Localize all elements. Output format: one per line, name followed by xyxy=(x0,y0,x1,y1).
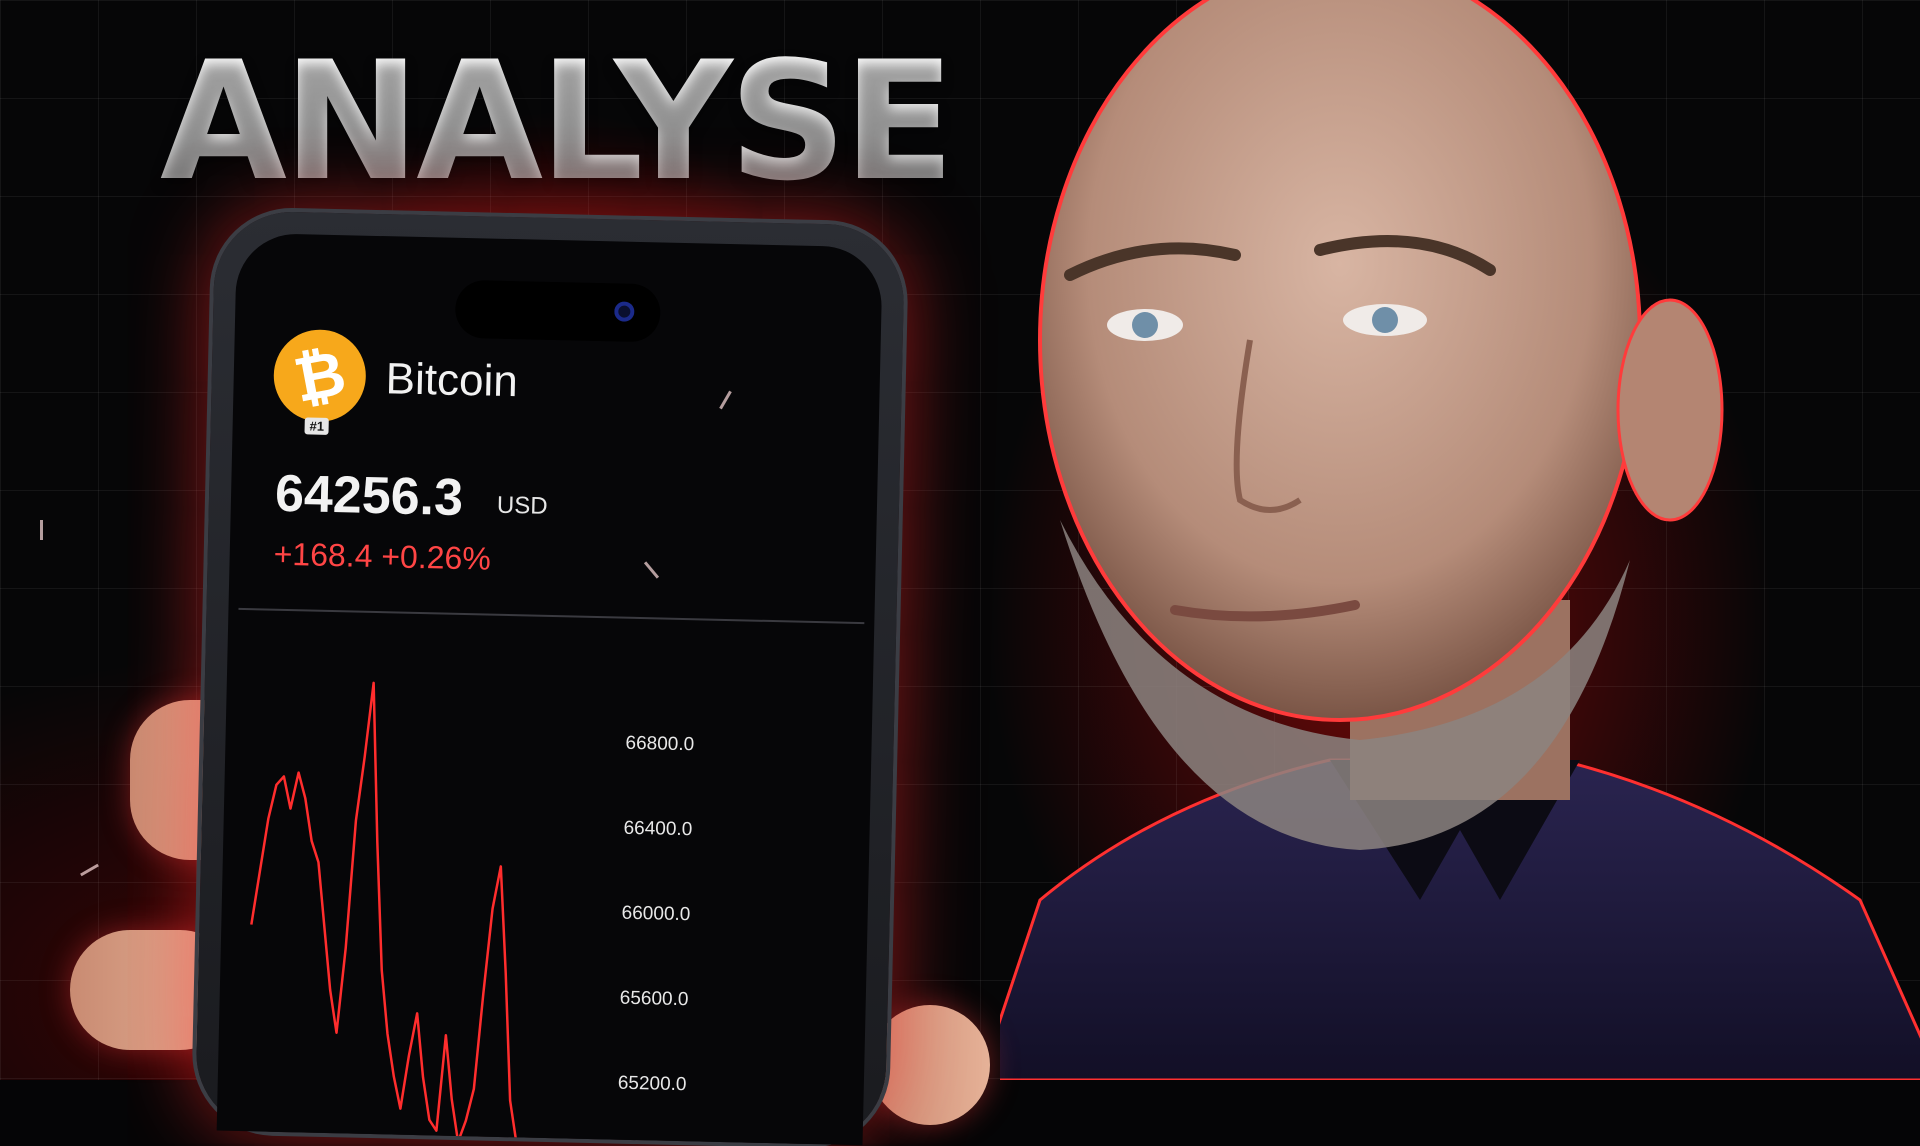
price-chart[interactable]: 66800.0 66400.0 66000.0 65600.0 65200.0 xyxy=(217,613,875,1146)
price-currency: USD xyxy=(496,491,548,520)
coin-name: Bitcoin xyxy=(385,354,519,407)
y-tick-label: 65200.0 xyxy=(618,1073,687,1096)
spark-particle xyxy=(40,520,43,540)
y-tick-label: 66400.0 xyxy=(623,818,692,841)
y-tick-label: 66800.0 xyxy=(625,733,694,756)
phone-screen: ₿ #1 Bitcoin 64256.3 USD +168.4 +0.26% 6… xyxy=(216,232,883,1146)
y-tick-label: 66000.0 xyxy=(621,903,690,926)
camera-icon xyxy=(614,301,635,322)
coin-price: 64256.3 xyxy=(274,464,464,527)
presenter-photo xyxy=(1000,0,1920,1080)
headline-title: ANALYSE xyxy=(160,26,955,217)
price-change: +168.4 +0.26% xyxy=(273,535,492,577)
phone-device: ₿ #1 Bitcoin 64256.3 USD +168.4 +0.26% 6… xyxy=(194,210,906,1146)
rank-badge: #1 xyxy=(304,417,330,435)
bitcoin-logo-icon[interactable]: ₿ xyxy=(266,321,374,430)
dynamic-island xyxy=(454,279,661,343)
hand-finger-right xyxy=(870,1005,990,1125)
price-series-line xyxy=(250,681,518,1144)
y-tick-label: 65600.0 xyxy=(620,988,689,1011)
